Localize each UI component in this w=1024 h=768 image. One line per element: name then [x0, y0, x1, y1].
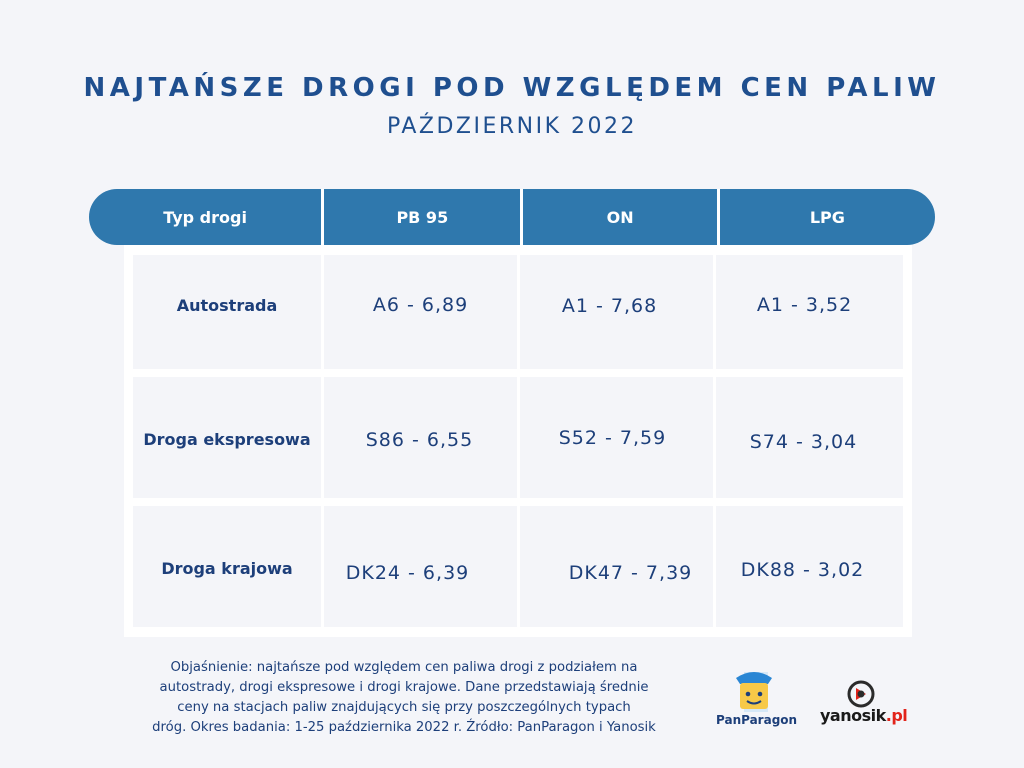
price-value: DK88 - 3,02 [740, 558, 865, 581]
road-type-label: Droga ekspresowa [143, 430, 311, 449]
yanosik-logo-main: yanosik [820, 706, 886, 725]
table-row-autostrada-road: Autostrada [133, 255, 321, 369]
header-road-type: Typ drogi [163, 207, 247, 227]
note-line: autostrady, drogi ekspresowe i drogi kra… [159, 680, 649, 695]
table-row-krajowa-on: DK47 - 7,39 [520, 506, 713, 627]
price-value: S74 - 3,04 [749, 430, 858, 453]
page-title: NAJTAŃSZE DROGI POD WZGLĘDEM CEN PALIW [83, 73, 941, 103]
explanation-note: Objaśnienie: najtańsze pod względem cen … [128, 658, 680, 738]
price-value: A1 - 7,68 [561, 295, 658, 317]
table-row-krajowa-pb95: DK24 - 6,39 [324, 506, 517, 627]
table-row-autostrada-on: A1 - 7,68 [520, 255, 713, 369]
price-value: S52 - 7,59 [558, 426, 667, 449]
table-row-krajowa-lpg: DK88 - 3,02 [716, 506, 903, 627]
yanosik-logo-text: yanosik.pl [820, 706, 908, 725]
price-value: A1 - 3,52 [756, 294, 853, 316]
price-value: S86 - 6,55 [365, 428, 474, 451]
header-lpg: LPG [716, 189, 935, 245]
table-row-ekspresowa-road: Droga ekspresowa [133, 377, 321, 498]
table-row-ekspresowa-on: S52 - 7,59 [520, 377, 713, 498]
price-table: Autostrada A6 - 6,89 A1 - 7,68 A1 - 3,52… [124, 245, 912, 637]
table-row-krajowa-road: Droga krajowa [133, 506, 321, 627]
road-type-label: Droga krajowa [161, 559, 293, 578]
price-value: A6 - 6,89 [372, 294, 469, 316]
header-pb95: PB 95 [321, 189, 520, 245]
panparagon-logo-icon [736, 672, 772, 712]
price-value: DK24 - 6,39 [345, 561, 470, 584]
note-line: dróg. Okres badania: 1-25 października 2… [152, 720, 656, 735]
header-on: ON [520, 189, 716, 245]
yanosik-logo-suffix: .pl [885, 706, 908, 725]
table-row-autostrada-pb95: A6 - 6,89 [324, 255, 517, 369]
table-row-ekspresowa-lpg: S74 - 3,04 [716, 377, 903, 498]
page-subtitle: PAŹDZIERNIK 2022 [386, 114, 638, 139]
road-type-label: Autostrada [176, 295, 278, 315]
note-line: ceny na stacjach paliw znajdujących się … [177, 700, 631, 715]
price-value: DK47 - 7,39 [568, 561, 693, 584]
table-row-ekspresowa-pb95: S86 - 6,55 [324, 377, 517, 498]
note-line: Objaśnienie: najtańsze pod względem cen … [170, 660, 638, 675]
panparagon-logo-text: PanParagon [716, 713, 798, 727]
table-row-autostrada-lpg: A1 - 3,52 [716, 255, 903, 369]
table-header: Typ drogi PB 95 ON LPG [89, 189, 935, 245]
yanosik-logo-icon [847, 680, 875, 708]
